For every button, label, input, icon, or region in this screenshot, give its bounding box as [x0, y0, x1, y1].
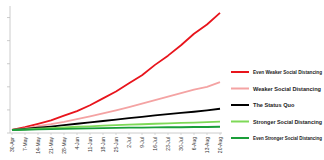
series-line	[12, 13, 220, 130]
y-tick	[7, 109, 10, 110]
legend-label: The Status Quo	[253, 102, 295, 108]
x-tick-label: 23-Jul	[165, 137, 171, 151]
x-tick-label: 25-Jun	[113, 137, 119, 153]
series-line	[12, 127, 220, 130]
legend-swatch	[231, 137, 249, 139]
series-line	[12, 122, 220, 130]
x-tick	[51, 133, 52, 135]
x-tick-label: 16-Jul	[152, 137, 158, 151]
legend-label: Stronger Social Distancing	[253, 119, 323, 125]
x-tick-label: 14-May	[35, 137, 41, 154]
legend-swatch	[231, 121, 249, 123]
x-tick	[12, 133, 13, 135]
x-tick-label: 28-May	[61, 137, 67, 154]
x-tick-label: 9-Jul	[139, 137, 145, 148]
y-tick	[7, 86, 10, 87]
x-tick-label: 21-May	[48, 137, 54, 154]
x-tick	[220, 133, 221, 135]
x-tick-label: 30-Apr	[9, 137, 15, 152]
chart: 30-Apr 7-May 14-May 21-May 28-May 4-Jun 11-Jun…	[0, 0, 324, 160]
x-tick-label: 30-Jul	[178, 137, 184, 151]
plot-area	[12, 13, 220, 130]
x-tick-label: 20-Aug	[217, 137, 223, 153]
x-tick-label: 4-Jun	[74, 137, 80, 150]
x-tick	[155, 133, 156, 135]
x-tick	[90, 133, 91, 135]
x-tick	[64, 133, 65, 135]
x-tick	[181, 133, 182, 135]
series-line	[12, 109, 220, 130]
x-tick-label: 13-Aug	[204, 137, 210, 153]
y-tick	[7, 133, 10, 134]
x-tick-label: 11-Jun	[87, 137, 93, 152]
legend-swatch	[231, 104, 249, 106]
x-tick-label: 2-Jul	[126, 137, 132, 148]
x-tick	[38, 133, 39, 135]
legend-label: Even Stronger Social Distancing	[253, 135, 322, 141]
legend-label: Weaker Social Distancing	[253, 86, 322, 92]
x-tick-label: 18-Jun	[100, 137, 106, 153]
x-tick	[207, 133, 208, 135]
x-tick	[25, 133, 26, 135]
y-tick	[7, 17, 10, 18]
x-tick	[103, 133, 104, 135]
legend-swatch	[231, 88, 249, 90]
x-tick	[116, 133, 117, 135]
y-tick	[7, 40, 10, 41]
x-tick	[129, 133, 130, 135]
legend: Even Weaker Social Distancing Weaker Soci…	[231, 69, 323, 141]
x-tick-label: 6-Aug	[191, 137, 197, 151]
legend-label: Even Weaker Social Distancing	[253, 69, 322, 75]
x-tick	[168, 133, 169, 135]
legend-swatch	[231, 71, 249, 73]
x-tick	[194, 133, 195, 135]
series-line	[12, 82, 220, 130]
x-tick	[142, 133, 143, 135]
x-tick-label: 7-May	[22, 137, 28, 151]
x-tick	[77, 133, 78, 135]
y-tick	[7, 63, 10, 64]
y-axis	[10, 6, 11, 133]
